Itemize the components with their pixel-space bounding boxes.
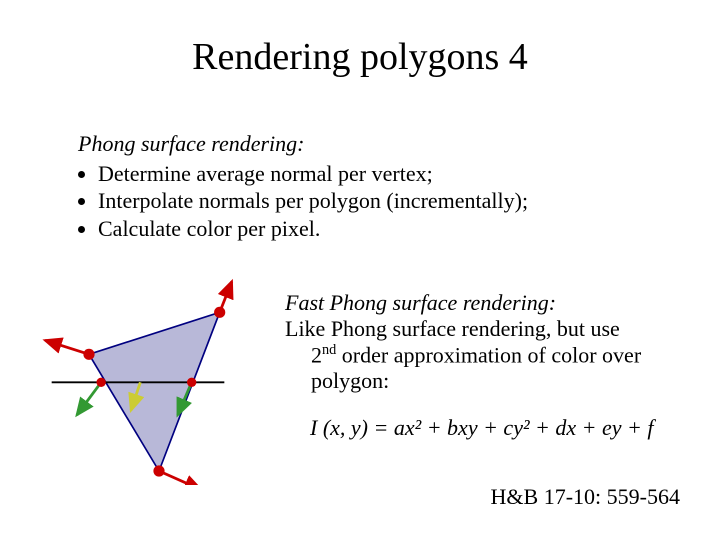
bullet-item: Calculate color per pixel. [98,215,528,243]
body-right: Fast Phong surface rendering: Like Phong… [285,290,685,394]
right-text-line: Like Phong surface rendering, but use [285,316,685,342]
text: order approximation of color over [336,342,641,367]
triangle-diagram [10,275,280,485]
body-left: Phong surface rendering: Determine avera… [78,130,528,242]
superscript: nd [322,342,336,358]
left-subtitle: Phong surface rendering: [78,130,528,158]
bullet-list: Determine average normal per vertex; Int… [78,160,528,243]
right-subtitle: Fast Phong surface rendering: [285,290,685,316]
bullet-item: Interpolate normals per polygon (increme… [98,187,528,215]
slide-title: Rendering polygons 4 [0,0,720,97]
right-text-line: 2nd order approximation of color over [285,342,685,368]
right-text-line: polygon: [285,368,685,394]
formula: I (x, y) = ax² + bxy + cy² + dx + ey + f [310,415,654,441]
footer-citation: H&B 17-10: 559-564 [491,484,680,510]
bullet-item: Determine average normal per vertex; [98,160,528,188]
text: 2 [311,342,322,367]
slide: Rendering polygons 4 Phong surface rende… [0,0,720,540]
